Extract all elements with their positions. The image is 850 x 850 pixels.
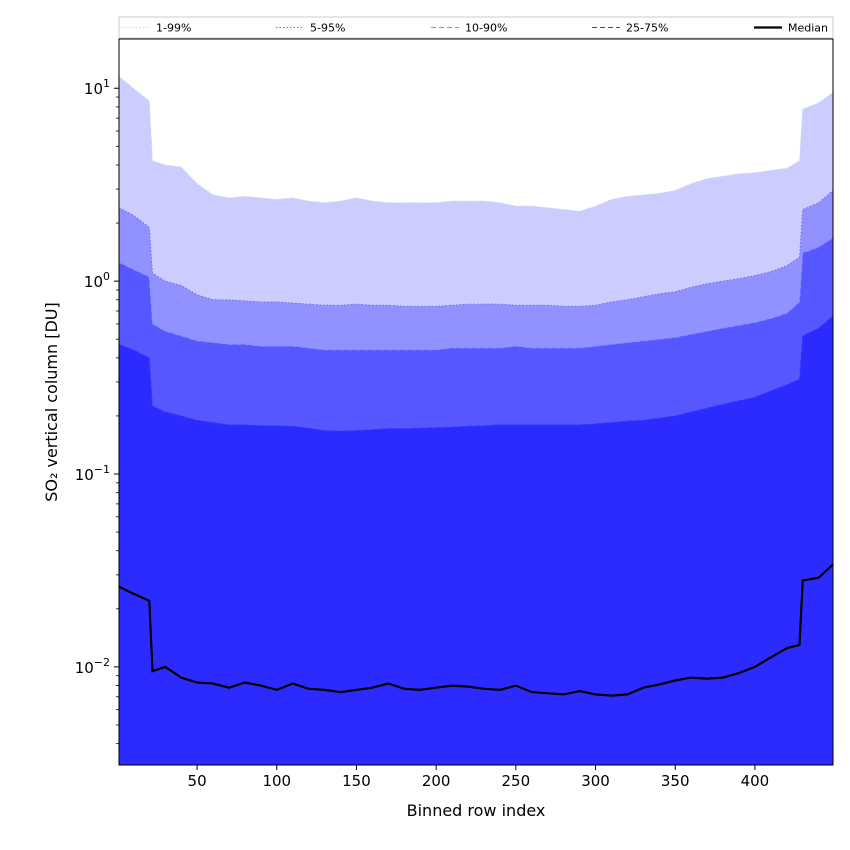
x-tick-label: 400 bbox=[741, 772, 770, 790]
x-tick-label: 250 bbox=[502, 772, 531, 790]
legend-label-25-75: 25-75% bbox=[626, 22, 668, 35]
x-axis-label: Binned row index bbox=[407, 801, 546, 820]
y-axis-ticks: 10−2 10−1 100 101 bbox=[75, 77, 119, 745]
y-tick-label: 100 bbox=[84, 270, 110, 291]
x-tick-label: 300 bbox=[581, 772, 610, 790]
series-line-10-90 bbox=[119, 237, 833, 351]
y-tick-label: 101 bbox=[84, 77, 110, 98]
y-tick-label: 10−2 bbox=[75, 656, 110, 677]
legend: 1-99% 5-95% 10-90% 25-75% Median bbox=[118, 16, 834, 39]
y-axis-label: SO₂ vertical column [DU] bbox=[42, 302, 61, 502]
legend-label-10-90: 10-90% bbox=[465, 22, 507, 35]
series-line-median bbox=[119, 563, 833, 697]
x-tick-label: 50 bbox=[188, 772, 207, 790]
x-tick-label: 150 bbox=[342, 772, 371, 790]
x-tick-label: 350 bbox=[661, 772, 690, 790]
legend-box bbox=[118, 16, 834, 39]
legend-label-median: Median bbox=[788, 22, 828, 35]
series-line-25-75 bbox=[119, 315, 833, 432]
area-25-75 bbox=[119, 315, 833, 765]
percentile-areas bbox=[119, 76, 833, 765]
legend-label-1-99: 1-99% bbox=[156, 22, 191, 35]
x-tick-label: 100 bbox=[262, 772, 291, 790]
legend-label-5-95: 5-95% bbox=[310, 22, 345, 35]
x-tick-label: 200 bbox=[422, 772, 451, 790]
plot-frame bbox=[118, 38, 834, 766]
y-tick-label: 10−1 bbox=[75, 463, 110, 484]
x-axis-ticks: 50 100 150 200 250 300 350 400 bbox=[188, 765, 770, 790]
series-line-5-95 bbox=[119, 190, 833, 307]
percentile-lines bbox=[119, 76, 833, 697]
